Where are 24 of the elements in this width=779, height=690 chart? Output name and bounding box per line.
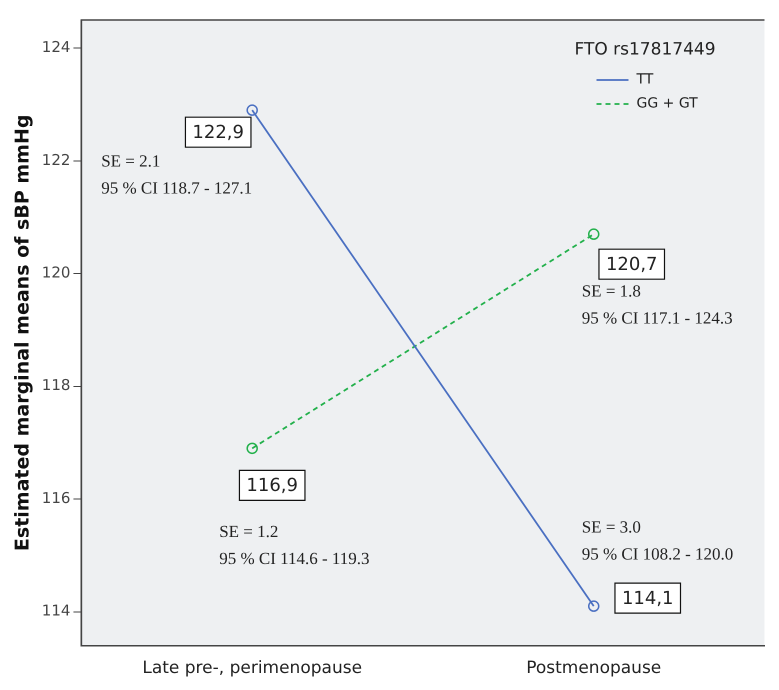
annotation: SE = 3.0 95 % CI 108.2 - 120.0 xyxy=(582,518,734,564)
annotation: SE = 1.8 95 % CI 117.1 - 124.3 xyxy=(582,282,733,328)
legend-label: TT xyxy=(636,72,654,88)
data-label: 114,1 xyxy=(622,588,674,609)
x-tick-label: Postmenopause xyxy=(526,658,662,678)
y-tick-label: 118 xyxy=(42,376,70,394)
point xyxy=(246,442,258,454)
point xyxy=(588,600,600,612)
data-label: 120,7 xyxy=(606,254,658,275)
y-tick-label: 122 xyxy=(42,150,70,169)
annotation: SE = 1.2 95 % CI 114.6 - 119.3 xyxy=(219,522,370,568)
legend-title: FTO rs17817449 xyxy=(574,39,716,60)
annotation: SE = 2.1 95 % CI 118.7 - 127.1 xyxy=(101,152,252,198)
legend-label: GG + GT xyxy=(636,96,698,112)
point xyxy=(246,104,258,116)
y-tick-label: 124 xyxy=(42,38,70,56)
y-tick-label: 114 xyxy=(42,602,70,620)
y-axis-title: Estimated marginal means of sBP mmHg xyxy=(11,114,34,552)
data-label: 116,9 xyxy=(246,475,298,496)
y-tick-label: 120 xyxy=(42,264,70,282)
x-tick-label: Late pre-, perimenopause xyxy=(142,658,362,678)
point xyxy=(588,228,600,240)
data-label: 122,9 xyxy=(192,122,244,143)
y-tick-label: 116 xyxy=(42,488,70,507)
